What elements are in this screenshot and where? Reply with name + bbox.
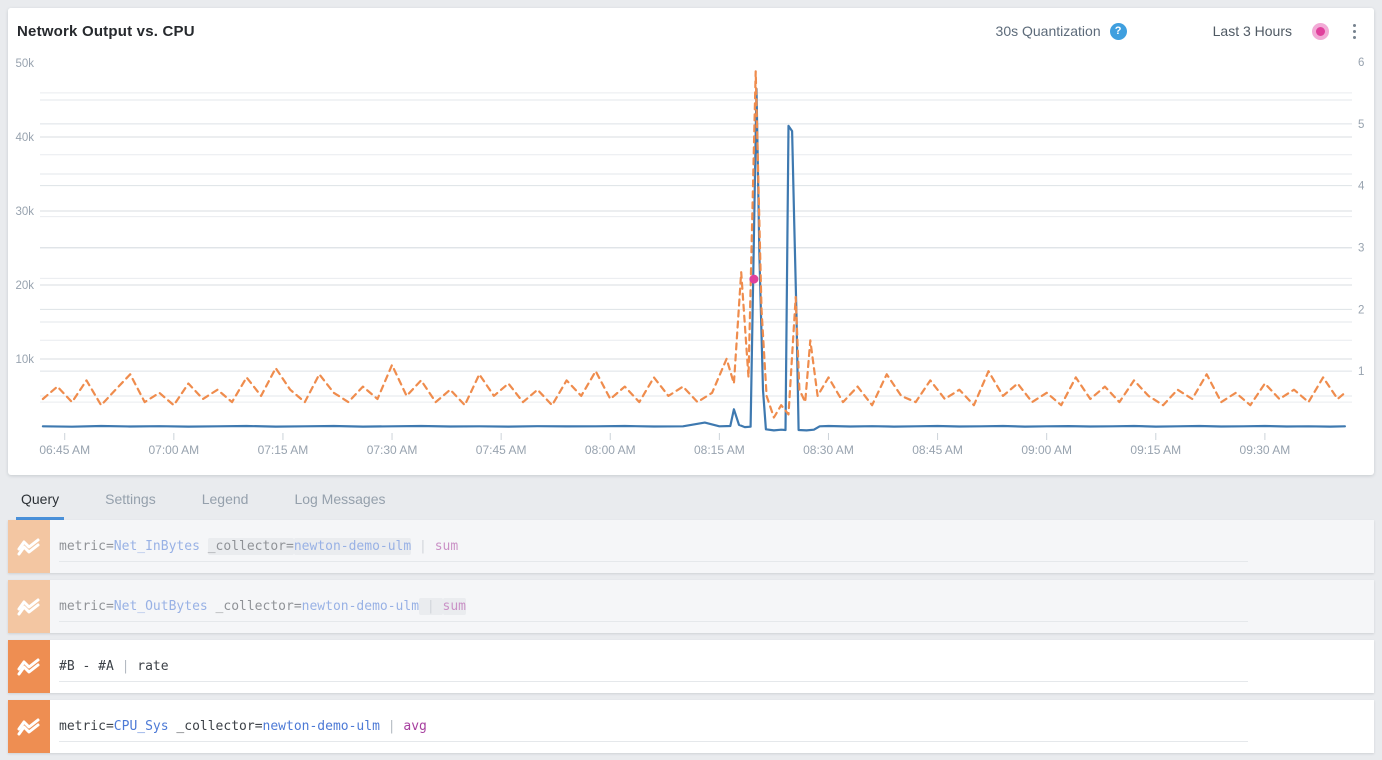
quantization-control: 30s Quantization ?: [995, 22, 1127, 40]
metrics-query-icon[interactable]: [8, 520, 50, 573]
svg-text:08:30 AM: 08:30 AM: [803, 443, 854, 457]
quantization-label: 30s Quantization: [995, 23, 1101, 39]
zigzag-chart-icon: [17, 658, 40, 675]
svg-text:07:15 AM: 07:15 AM: [258, 443, 309, 457]
query-expression: #B - #A | rate: [59, 659, 169, 674]
tab-settings[interactable]: Settings: [105, 491, 156, 507]
metrics-chart[interactable]: 10k 20k 30k 40k 50k 1 2 3 4 5 6 06:45 AM 07:00 AM 07:…: [8, 8, 1374, 475]
metrics-query-icon[interactable]: [8, 700, 50, 753]
chart-panel: Network Output vs. CPU 30s Quantization …: [8, 8, 1374, 475]
svg-text:07:00 AM: 07:00 AM: [148, 443, 199, 457]
query-row-d: metric=CPU_Sys _collector=newton-demo-ul…: [8, 700, 1374, 753]
query-row-a: metric=Net_InBytes _collector=newton-dem…: [8, 520, 1374, 573]
zigzag-chart-icon: [17, 598, 40, 615]
metrics-query-icon[interactable]: [8, 640, 50, 693]
svg-text:06:45 AM: 06:45 AM: [39, 443, 90, 457]
panel-tabs: Query Settings Legend Log Messages: [8, 486, 427, 520]
chart-plot-area[interactable]: [40, 63, 1352, 433]
svg-text:50k: 50k: [15, 58, 34, 70]
svg-text:30k: 30k: [15, 206, 34, 218]
svg-text:07:45 AM: 07:45 AM: [476, 443, 527, 457]
svg-text:1: 1: [1358, 366, 1364, 378]
svg-text:09:15 AM: 09:15 AM: [1130, 443, 1181, 457]
svg-text:08:15 AM: 08:15 AM: [694, 443, 745, 457]
help-icon[interactable]: ?: [1109, 22, 1127, 40]
svg-text:09:00 AM: 09:00 AM: [1021, 443, 1072, 457]
svg-text:08:00 AM: 08:00 AM: [585, 443, 636, 457]
live-mode-dot-icon[interactable]: [1312, 22, 1329, 40]
svg-text:09:30 AM: 09:30 AM: [1240, 443, 1291, 457]
chart-header: Network Output vs. CPU 30s Quantization …: [8, 8, 1374, 54]
query-input[interactable]: metric=CPU_Sys _collector=newton-demo-ul…: [50, 700, 1374, 753]
query-row-b: metric=Net_OutBytes _collector=newton-de…: [8, 580, 1374, 633]
query-input[interactable]: metric=Net_InBytes _collector=newton-dem…: [50, 520, 1374, 573]
query-list: metric=Net_InBytes _collector=newton-dem…: [8, 520, 1374, 760]
query-row-c: #B - #A | rate: [8, 640, 1374, 693]
axis-labels: 10k 20k 30k 40k 50k 1 2 3 4 5 6 06:45 AM 07:00 AM 07:…: [15, 57, 1365, 457]
tab-log-messages[interactable]: Log Messages: [294, 491, 386, 507]
svg-text:07:30 AM: 07:30 AM: [367, 443, 418, 457]
query-expression: metric=Net_OutBytes _collector=newton-de…: [59, 598, 467, 615]
svg-text:40k: 40k: [15, 132, 34, 144]
svg-text:10k: 10k: [15, 354, 34, 366]
series-network-rate: [41, 87, 1347, 432]
gridlines: [40, 92, 1352, 440]
selected-datapoint-marker[interactable]: [749, 274, 759, 284]
chart-title: Network Output vs. CPU: [17, 22, 195, 40]
svg-text:4: 4: [1358, 181, 1365, 193]
svg-text:08:45 AM: 08:45 AM: [912, 443, 963, 457]
query-expression: metric=CPU_Sys _collector=newton-demo-ul…: [59, 719, 427, 734]
series-cpu-sys: [41, 70, 1347, 419]
tab-query[interactable]: Query: [16, 491, 65, 520]
zigzag-chart-icon: [17, 538, 40, 555]
zigzag-chart-icon: [17, 718, 40, 735]
svg-text:3: 3: [1358, 243, 1364, 255]
kebab-menu-icon[interactable]: [1349, 20, 1360, 42]
time-range-selector[interactable]: Last 3 Hours: [1212, 23, 1292, 39]
svg-text:6: 6: [1358, 57, 1364, 69]
svg-text:20k: 20k: [15, 280, 34, 292]
query-input[interactable]: #B - #A | rate: [50, 640, 1374, 693]
query-input[interactable]: metric=Net_OutBytes _collector=newton-de…: [50, 580, 1374, 633]
tab-legend[interactable]: Legend: [201, 491, 249, 507]
svg-text:5: 5: [1358, 119, 1364, 131]
svg-text:2: 2: [1358, 304, 1364, 316]
metrics-query-icon[interactable]: [8, 580, 50, 633]
query-expression: metric=Net_InBytes _collector=newton-dem…: [59, 538, 459, 555]
